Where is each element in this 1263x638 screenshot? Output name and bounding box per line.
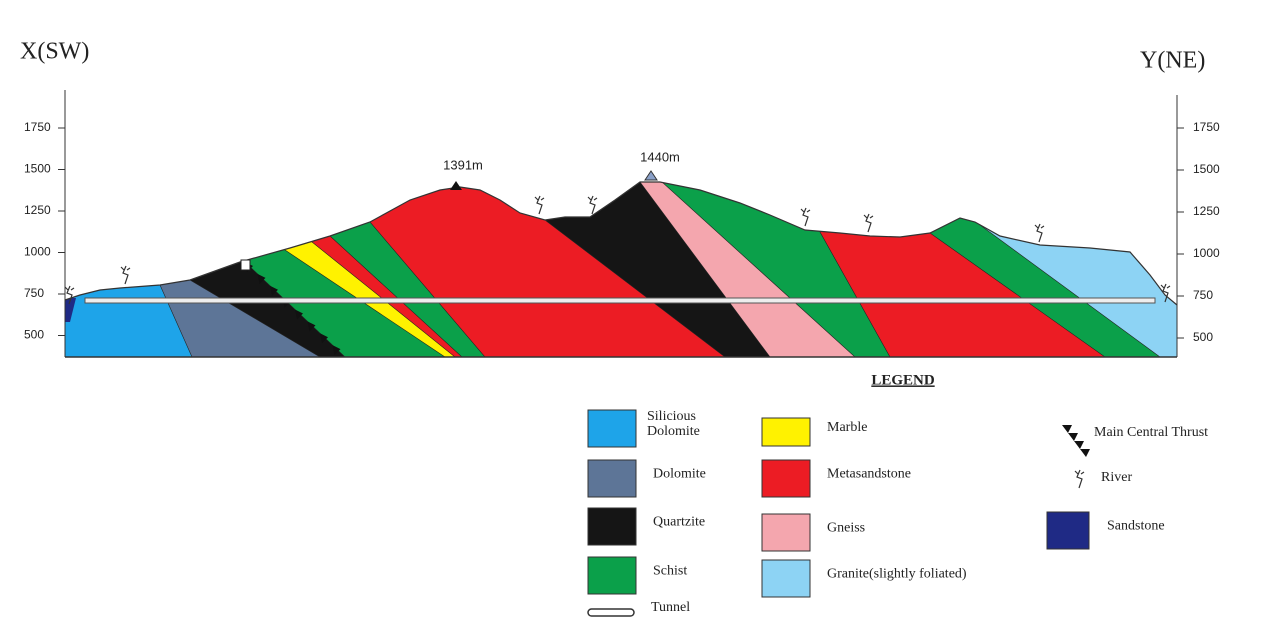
- y-tick-label: 1750: [24, 120, 51, 134]
- legend-swatch: [1074, 441, 1084, 449]
- legend-label: Gneiss: [827, 521, 865, 536]
- legend-swatch: [587, 556, 637, 595]
- y-tick-label: 1000: [24, 245, 51, 259]
- thrust-tooth: [257, 273, 266, 284]
- thrust-tooth: [307, 321, 316, 332]
- river-symbol: [1074, 469, 1085, 489]
- river-symbol: [1034, 223, 1045, 243]
- legend-title: LEGEND: [871, 372, 935, 388]
- river-symbol: [800, 207, 811, 227]
- legend-label: Schist: [653, 564, 687, 579]
- legend-label: Main Central Thrust: [1094, 425, 1208, 440]
- river-symbol: [120, 265, 131, 285]
- y-tick-label: 1750: [1193, 120, 1220, 134]
- legend-label: Marble: [827, 420, 867, 435]
- river-symbol: [863, 213, 874, 233]
- tunnel: [84, 297, 1156, 304]
- legend-label: Dolomite: [653, 467, 706, 482]
- y-tick-label: 1500: [1193, 162, 1220, 176]
- legend-swatch: [761, 513, 811, 552]
- legend-swatch: [587, 507, 637, 546]
- legend-swatch: [761, 417, 811, 447]
- thrust-tooth: [295, 309, 303, 320]
- river-symbol: [534, 195, 545, 215]
- symbols: [64, 195, 1171, 305]
- peak-label: 1391m: [443, 157, 483, 172]
- y-tick-label: 500: [24, 328, 44, 342]
- legend-label: River: [1101, 470, 1132, 485]
- legend-label: Quartzite: [653, 515, 705, 530]
- shaft-symbol: [240, 259, 251, 271]
- legend-label: Dolomite: [647, 424, 700, 439]
- y-tick-label: 1250: [24, 203, 51, 217]
- label-ne: Y(NE): [1140, 48, 1205, 74]
- peak-marker: [450, 181, 462, 190]
- legend: SiliciousDolomiteDolomiteQuartziteSchist…: [587, 409, 1208, 617]
- legend-label: Sandstone: [1107, 519, 1165, 534]
- stratum: [65, 298, 76, 322]
- peak-label: 1440m: [640, 149, 680, 164]
- legend-label: Silicious: [647, 409, 696, 424]
- legend-swatch: [1080, 449, 1090, 457]
- thrust-tooth: [320, 333, 328, 344]
- legend-label: Metasandstone: [827, 467, 911, 482]
- y-tick-label: 1000: [1193, 246, 1220, 260]
- legend-swatch: [1062, 425, 1072, 433]
- thrust-tooth: [332, 345, 341, 356]
- legend-swatch: [587, 608, 635, 617]
- legend-swatch: [1046, 511, 1090, 550]
- legend-swatch: [761, 459, 811, 498]
- strata: [65, 182, 1177, 357]
- legend-label: Granite(slightly foliated): [827, 567, 967, 582]
- legend-swatch: [587, 409, 637, 448]
- y-tick-label: 500: [1193, 330, 1213, 344]
- river-symbol: [1160, 283, 1171, 303]
- surface-profile: [64, 181, 1178, 306]
- thrust-tooth: [270, 285, 278, 296]
- legend-label: Tunnel: [651, 600, 690, 615]
- legend-swatch: [1068, 433, 1078, 441]
- label-sw: X(SW): [20, 39, 89, 65]
- y-tick-label: 750: [24, 286, 44, 300]
- river-symbol: [587, 195, 598, 215]
- peak-marker: [644, 170, 658, 181]
- y-tick-label: 1500: [24, 162, 51, 176]
- legend-swatch: [761, 559, 811, 598]
- legend-swatch: [587, 459, 637, 498]
- y-tick-label: 750: [1193, 288, 1213, 302]
- river-symbol: [64, 285, 75, 305]
- y-tick-label: 1250: [1193, 204, 1220, 218]
